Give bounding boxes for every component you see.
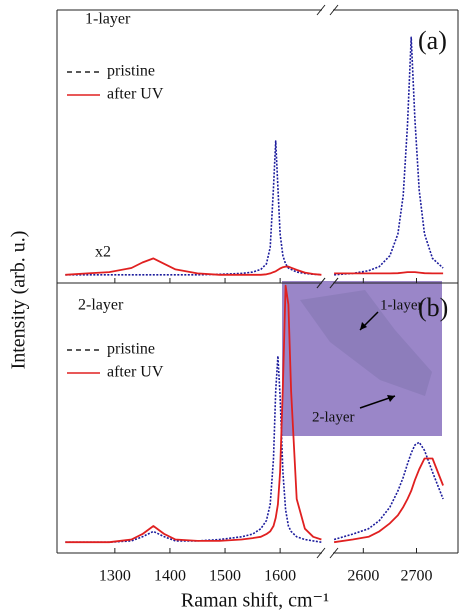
- legend-label: pristine: [107, 341, 155, 358]
- y-axis-label: Intensity (arb. u.): [8, 231, 30, 370]
- arrowhead: [387, 395, 395, 402]
- x-tick-label: 2700: [401, 568, 433, 585]
- panel-title: 1-layer: [85, 11, 131, 28]
- legend-label: after UV: [107, 364, 164, 381]
- annotation: x2: [95, 244, 111, 261]
- panel-label: (b): [418, 293, 448, 322]
- spectrum-line: [65, 284, 444, 544]
- axis-break: [316, 4, 339, 16]
- legend-label: pristine: [107, 63, 155, 80]
- axis-break: [316, 277, 339, 289]
- x-tick-label: 1300: [99, 568, 131, 585]
- x-tick-label: 1400: [154, 568, 186, 585]
- spectrum-line: [65, 257, 444, 276]
- x-axis-label: Raman shift, cm⁻¹: [181, 590, 329, 612]
- inset-label: 1-layer: [380, 297, 422, 313]
- arrowhead: [360, 322, 367, 330]
- inset-label: 2-layer: [312, 409, 354, 425]
- spectrum-line: [65, 36, 444, 276]
- x-tick-label: 2600: [347, 568, 379, 585]
- axis-break: [316, 547, 339, 559]
- x-tick-label: 1500: [209, 568, 241, 585]
- panel-label: (a): [418, 26, 447, 55]
- x-tick-label: 1600: [264, 568, 296, 585]
- panel-title: 2-layer: [78, 297, 124, 314]
- spectrum-line: [65, 355, 444, 543]
- flake: [300, 290, 432, 396]
- legend-label: after UV: [107, 86, 164, 103]
